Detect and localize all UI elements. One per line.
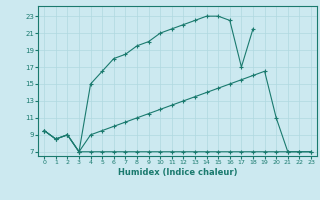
X-axis label: Humidex (Indice chaleur): Humidex (Indice chaleur) [118,168,237,177]
